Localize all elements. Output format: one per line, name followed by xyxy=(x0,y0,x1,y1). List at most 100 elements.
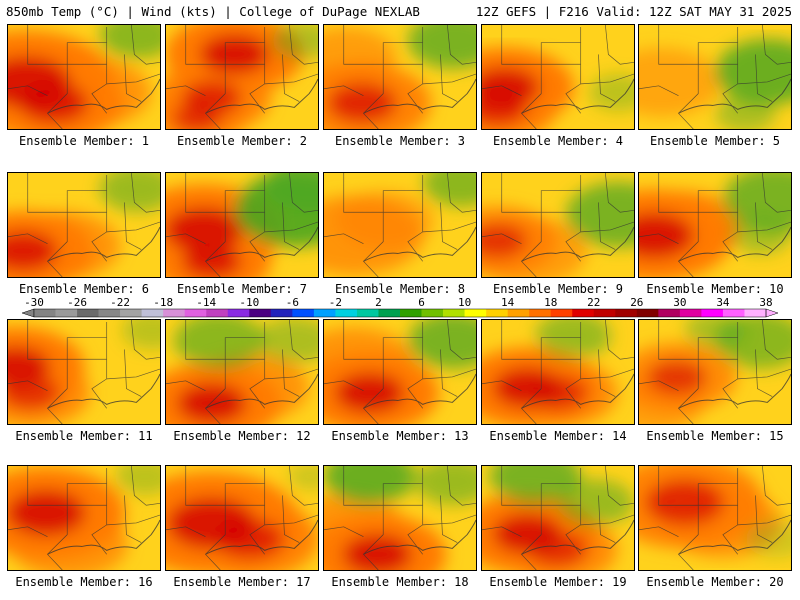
colorbar-swatch xyxy=(163,309,186,317)
ensemble-member-label: Ensemble Member: 13 xyxy=(331,429,469,443)
ensemble-panel xyxy=(323,319,477,425)
ensemble-panel xyxy=(7,24,161,130)
ensemble-panel xyxy=(323,24,477,130)
temperature-map xyxy=(482,466,634,570)
colorbar-tick-label: -22 xyxy=(110,296,130,309)
ensemble-panel xyxy=(481,319,635,425)
temperature-map xyxy=(482,173,634,277)
temperature-map xyxy=(8,25,160,129)
colorbar-tick-label: 10 xyxy=(458,296,471,309)
colorbar-tick-label: -6 xyxy=(286,296,299,309)
colorbar-tick-label: 30 xyxy=(673,296,686,309)
colorbar-swatch xyxy=(593,309,616,317)
colorbar-swatch xyxy=(184,309,207,317)
colorbar-swatch xyxy=(701,309,724,317)
temperature-map xyxy=(482,25,634,129)
temperature-map xyxy=(324,173,476,277)
colorbar-tick-label: -26 xyxy=(67,296,87,309)
ensemble-member-label: Ensemble Member: 14 xyxy=(489,429,627,443)
colorbar-tick-label: 22 xyxy=(587,296,600,309)
temperature-map xyxy=(8,466,160,570)
temperature-map xyxy=(324,25,476,129)
ensemble-member-label: Ensemble Member: 8 xyxy=(334,282,466,296)
temperature-map xyxy=(166,173,318,277)
colorbar-swatch xyxy=(615,309,638,317)
colorbar-swatch xyxy=(34,309,56,317)
colorbar-swatch xyxy=(443,309,465,317)
colorbar-swatch xyxy=(507,309,530,317)
ensemble-panel xyxy=(7,172,161,278)
colorbar-swatch xyxy=(679,309,702,317)
temperature-map xyxy=(166,466,318,570)
ensemble-panel xyxy=(165,319,319,425)
temperature-map xyxy=(166,320,318,424)
colorbar-swatch xyxy=(378,309,401,317)
ensemble-panel xyxy=(165,24,319,130)
colorbar-swatch xyxy=(744,309,767,317)
ensemble-member-label: Ensemble Member: 12 xyxy=(173,429,311,443)
colorbar-tick-label: -2 xyxy=(329,296,342,309)
map-title: 850mb Temp (°C) | Wind (kts) | College o… xyxy=(6,4,420,19)
colorbar-swatch xyxy=(658,309,681,317)
temperature-map xyxy=(482,320,634,424)
colorbar-tick-label: 34 xyxy=(716,296,730,309)
colorbar-swatch xyxy=(356,309,379,317)
colorbar-swatch xyxy=(98,309,121,317)
ensemble-member-label: Ensemble Member: 3 xyxy=(334,134,466,148)
colorbar-swatch xyxy=(313,309,336,317)
colorbar-swatch xyxy=(77,309,99,317)
ensemble-panel xyxy=(638,465,792,571)
colorbar-tick-label: 18 xyxy=(544,296,557,309)
ensemble-member-label: Ensemble Member: 10 xyxy=(646,282,784,296)
colorbar-min-arrow xyxy=(21,308,35,318)
temperature-map xyxy=(639,25,791,129)
ensemble-panel xyxy=(323,172,477,278)
colorbar-swatch xyxy=(292,309,315,317)
ensemble-panel xyxy=(638,172,792,278)
ensemble-member-label: Ensemble Member: 20 xyxy=(646,575,784,589)
ensemble-member-label: Ensemble Member: 6 xyxy=(18,282,150,296)
temperature-map xyxy=(8,173,160,277)
ensemble-panel xyxy=(481,465,635,571)
colorbar-swatch xyxy=(227,309,250,317)
colorbar-tick-label: 26 xyxy=(630,296,643,309)
ensemble-panel xyxy=(481,24,635,130)
colorbar-swatch xyxy=(55,309,78,317)
colorbar-swatch xyxy=(421,309,444,317)
ensemble-panel xyxy=(7,319,161,425)
ensemble-panel xyxy=(165,172,319,278)
temperature-map xyxy=(324,320,476,424)
ensemble-panel xyxy=(638,24,792,130)
ensemble-panel xyxy=(481,172,635,278)
colorbar-swatch xyxy=(464,309,487,317)
colorbar-swatch xyxy=(249,309,272,317)
colorbar-tick-label: 6 xyxy=(418,296,425,309)
colorbar-tick-label: -10 xyxy=(239,296,259,309)
colorbar-tick-label: -14 xyxy=(196,296,216,309)
temperature-map xyxy=(324,466,476,570)
ensemble-member-label: Ensemble Member: 9 xyxy=(492,282,624,296)
ensemble-member-label: Ensemble Member: 11 xyxy=(15,429,153,443)
colorbar-max-arrow xyxy=(765,308,779,318)
ensemble-member-label: Ensemble Member: 4 xyxy=(492,134,624,148)
ensemble-member-label: Ensemble Member: 7 xyxy=(176,282,308,296)
ensemble-member-label: Ensemble Member: 18 xyxy=(331,575,469,589)
ensemble-member-label: Ensemble Member: 2 xyxy=(176,134,308,148)
colorbar-swatch xyxy=(636,309,659,317)
ensemble-panel xyxy=(165,465,319,571)
temperature-map xyxy=(8,320,160,424)
temperature-map xyxy=(639,466,791,570)
colorbar-swatch xyxy=(206,309,229,317)
colorbar-swatch xyxy=(572,309,595,317)
colorbar-swatch xyxy=(270,309,293,317)
ensemble-member-label: Ensemble Member: 1 xyxy=(18,134,150,148)
colorbar-swatch xyxy=(120,309,142,317)
temperature-map xyxy=(639,320,791,424)
colorbar-tick-label: -18 xyxy=(153,296,173,309)
colorbar-tick-label: 14 xyxy=(501,296,515,309)
ensemble-member-label: Ensemble Member: 5 xyxy=(649,134,781,148)
temperature-map xyxy=(639,173,791,277)
ensemble-panel xyxy=(7,465,161,571)
ensemble-member-label: Ensemble Member: 15 xyxy=(646,429,784,443)
colorbar-swatch xyxy=(529,309,552,317)
